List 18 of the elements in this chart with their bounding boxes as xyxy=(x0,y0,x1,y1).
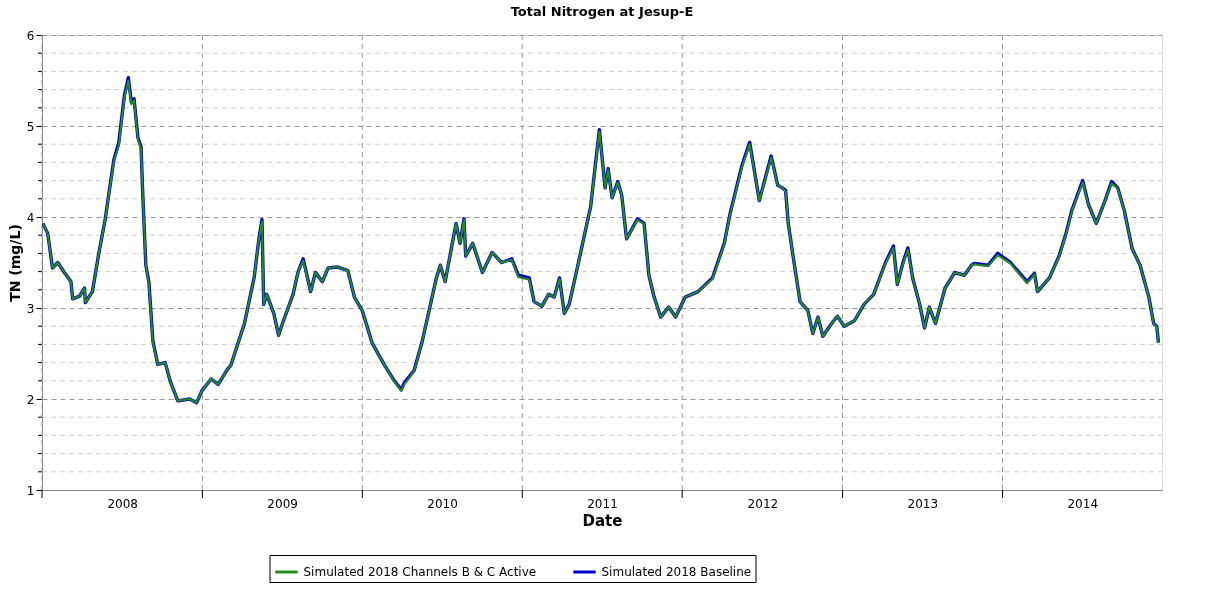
y-tick-label: 1 xyxy=(26,483,35,498)
x-tick-label: 2012 xyxy=(747,496,779,511)
x-tick-label: 2014 xyxy=(1067,496,1099,511)
legend-label: Simulated 2018 Channels B & C Active xyxy=(303,565,537,579)
x-axis-title: Date xyxy=(582,511,623,530)
x-tick-label: 2008 xyxy=(107,496,138,511)
y-tick-label: 3 xyxy=(26,301,35,316)
x-tick-label: 2013 xyxy=(907,496,939,511)
chart-title: Total Nitrogen at Jesup-E xyxy=(510,4,694,19)
x-tick-label: 2009 xyxy=(267,496,298,511)
y-tick-label: 4 xyxy=(26,210,35,225)
x-tick-label: 2010 xyxy=(427,496,458,511)
x-tick-label: 2011 xyxy=(587,496,618,511)
y-tick-label: 6 xyxy=(26,28,35,43)
y-axis-title: TN (mg/L) xyxy=(6,224,23,302)
legend-label: Simulated 2018 Baseline xyxy=(601,565,752,579)
y-tick-label: 2 xyxy=(26,392,35,407)
y-tick-label: 5 xyxy=(26,119,35,134)
